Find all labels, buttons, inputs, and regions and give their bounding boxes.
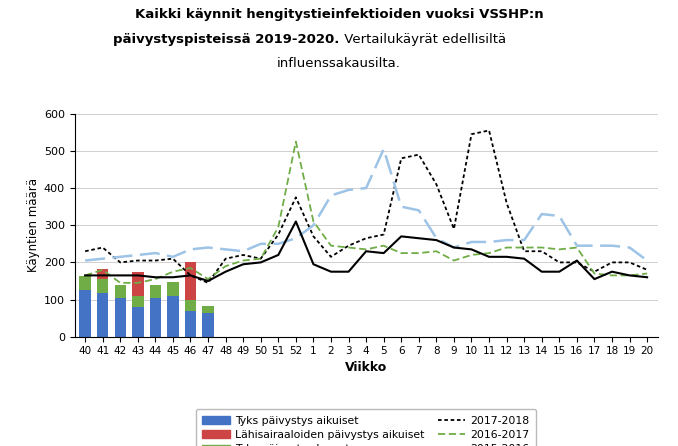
Bar <box>132 296 144 307</box>
Bar <box>97 293 108 337</box>
Bar <box>185 311 196 337</box>
Bar <box>115 298 126 337</box>
Bar <box>79 290 91 337</box>
Bar <box>79 276 91 290</box>
Bar <box>167 282 178 296</box>
Bar <box>115 285 126 298</box>
Bar <box>202 313 214 337</box>
Bar <box>132 307 144 337</box>
Text: Vertailukäyrät edellisiltä: Vertailukäyrät edellisiltä <box>340 33 506 45</box>
X-axis label: Viikko: Viikko <box>345 361 387 374</box>
Y-axis label: Käyntien määrä: Käyntien määrä <box>26 178 39 272</box>
Bar <box>202 306 214 313</box>
Bar <box>150 285 161 298</box>
Text: influenssakausilta.: influenssakausilta. <box>277 57 401 70</box>
Bar <box>167 296 178 337</box>
Text: päivystyspisteissä 2019-2020.: päivystyspisteissä 2019-2020. <box>113 33 339 45</box>
Bar <box>97 279 108 293</box>
Legend: Tyks päivystys aikuiset, Lähisairaaloiden päivystys aikuiset, Tyks päivystys lap: Tyks päivystys aikuiset, Lähisairaaloide… <box>196 409 536 446</box>
Bar <box>185 300 196 311</box>
Bar <box>185 262 196 300</box>
Bar <box>132 272 144 296</box>
Bar <box>97 269 108 279</box>
Text: Kaikki käynnit hengitystieinfektioiden vuoksi VSSHP:n: Kaikki käynnit hengitystieinfektioiden v… <box>135 8 543 21</box>
Bar <box>150 298 161 337</box>
